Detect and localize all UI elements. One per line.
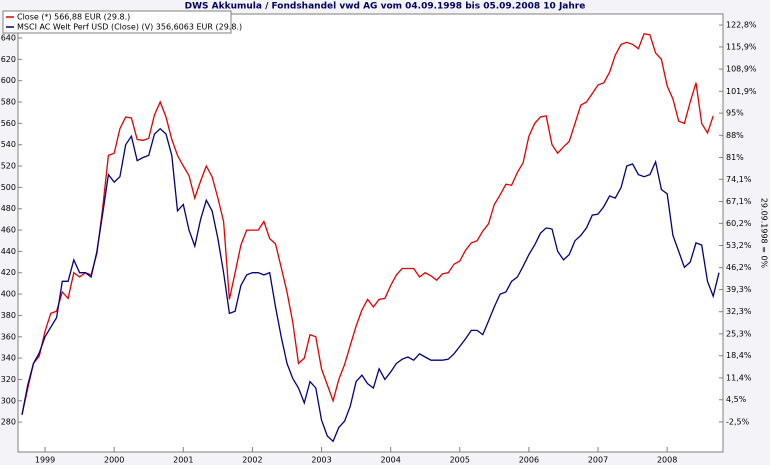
legend bbox=[2, 10, 232, 34]
x-tick-label: 2007 bbox=[588, 456, 608, 465]
y2-tick-label: 108,9% bbox=[726, 65, 757, 74]
x-tick-label: 2006 bbox=[519, 456, 539, 465]
y-tick-label: 480 bbox=[1, 204, 16, 213]
y2-axis-label: 29.09.1998 = 0% bbox=[760, 198, 769, 269]
y2-tick-label: 32,3% bbox=[726, 307, 752, 316]
y2-tick-label: 60,2% bbox=[726, 219, 752, 228]
x-tick-label: 2000 bbox=[104, 456, 124, 465]
y-tick-label: 360 bbox=[1, 332, 16, 341]
y2-tick-label: -2,5% bbox=[726, 417, 750, 426]
y-tick-label: 380 bbox=[1, 311, 16, 320]
y2-tick-label: 101,9% bbox=[726, 87, 757, 96]
x-tick-label: 1999 bbox=[35, 456, 55, 465]
y-tick-label: 340 bbox=[1, 354, 16, 363]
legend-label: Close (*) 566,88 EUR (29.8.) bbox=[17, 13, 130, 22]
y2-tick-label: 122,8% bbox=[726, 21, 757, 30]
y-tick-label: 420 bbox=[1, 268, 16, 277]
y2-tick-label: 81% bbox=[726, 153, 744, 162]
y2-tick-label: 95% bbox=[726, 109, 744, 118]
y2-tick-label: 4,5% bbox=[726, 395, 747, 404]
legend-label: MSCI AC Welt Perf USD (Close) (V) 356,60… bbox=[17, 23, 242, 32]
y-tick-label: 540 bbox=[1, 140, 16, 149]
y-tick-label: 520 bbox=[1, 162, 16, 171]
y-tick-label: 440 bbox=[1, 247, 16, 256]
y-tick-label: 600 bbox=[1, 76, 16, 85]
y-tick-label: 460 bbox=[1, 226, 16, 235]
y2-tick-label: 11,4% bbox=[726, 373, 752, 382]
y-tick-label: 580 bbox=[1, 98, 16, 107]
y-tick-label: 620 bbox=[1, 55, 16, 64]
x-tick-label: 2001 bbox=[173, 456, 193, 465]
y-tick-label: 640 bbox=[1, 34, 16, 43]
y2-tick-label: 67,1% bbox=[726, 197, 752, 206]
x-tick-label: 2008 bbox=[657, 456, 677, 465]
series-line bbox=[21, 32, 714, 415]
y2-tick-label: 88% bbox=[726, 131, 744, 140]
y-tick-label: 400 bbox=[1, 290, 16, 299]
x-tick-label: 2004 bbox=[380, 456, 400, 465]
y2-tick-label: 18,4% bbox=[726, 351, 752, 360]
y2-tick-label: 53,2% bbox=[726, 241, 752, 250]
y2-tick-label: 25,3% bbox=[726, 329, 752, 338]
y-tick-label: 320 bbox=[1, 375, 16, 384]
y-tick-label: 300 bbox=[1, 396, 16, 405]
y2-tick-label: 39,3% bbox=[726, 285, 752, 294]
x-tick-label: 2002 bbox=[242, 456, 262, 465]
x-tick-label: 2003 bbox=[311, 456, 331, 465]
series-line bbox=[21, 127, 720, 443]
y2-tick-label: 115,9% bbox=[726, 42, 757, 51]
chart-title: DWS Akkumula / Fondshandel vwd AG vom 04… bbox=[185, 2, 586, 12]
y2-tick-label: 46,2% bbox=[726, 263, 752, 272]
x-tick-label: 2005 bbox=[450, 456, 470, 465]
y-tick-label: 500 bbox=[1, 183, 16, 192]
y-tick-label: 560 bbox=[1, 119, 16, 128]
y2-tick-label: 74,1% bbox=[726, 175, 752, 184]
plot-area bbox=[17, 13, 724, 453]
y-tick-label: 280 bbox=[1, 418, 16, 427]
